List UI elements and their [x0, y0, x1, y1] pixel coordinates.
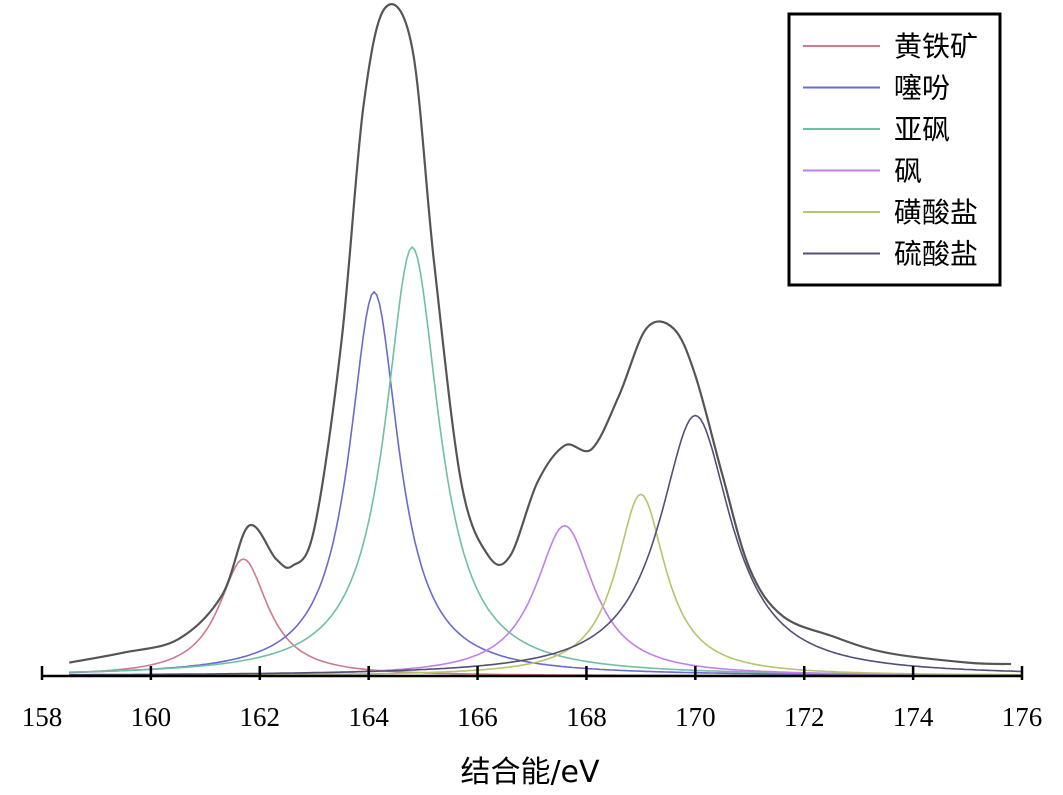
- x-tick-label: 164: [348, 702, 389, 732]
- legend-label: 亚砜: [894, 113, 950, 146]
- x-tick-label: 172: [784, 702, 825, 732]
- x-tick-label: 160: [131, 702, 172, 732]
- legend-label: 噻吩: [894, 72, 950, 105]
- chart-curves: [69, 3, 1022, 677]
- series-line-4: [69, 493, 1022, 677]
- legend-label: 黄铁矿: [894, 30, 978, 63]
- x-axis-title: 结合能/eV: [460, 755, 600, 790]
- x-tick-label: 170: [675, 702, 716, 732]
- series-line-0: [69, 558, 1022, 677]
- series-line-1: [69, 290, 1022, 676]
- x-tick-label: 166: [457, 702, 498, 732]
- legend-label: 硫酸盐: [894, 238, 978, 271]
- legend-label: 砜: [894, 155, 922, 188]
- envelope-line: [69, 3, 1012, 666]
- series-line-5: [69, 414, 1022, 676]
- x-tick-label: 168: [566, 702, 607, 732]
- x-axis: 158 160 162 164 166 168 170 172 174 176: [22, 666, 1043, 732]
- series-line-3: [69, 524, 1022, 676]
- x-tick-label: 158: [22, 702, 63, 732]
- x-tick-label: 162: [240, 702, 281, 732]
- legend-box: [787, 12, 1002, 287]
- x-tick-label: 176: [1002, 702, 1043, 732]
- x-tick-label: 174: [893, 702, 934, 732]
- legend-label: 磺酸盐: [894, 196, 978, 229]
